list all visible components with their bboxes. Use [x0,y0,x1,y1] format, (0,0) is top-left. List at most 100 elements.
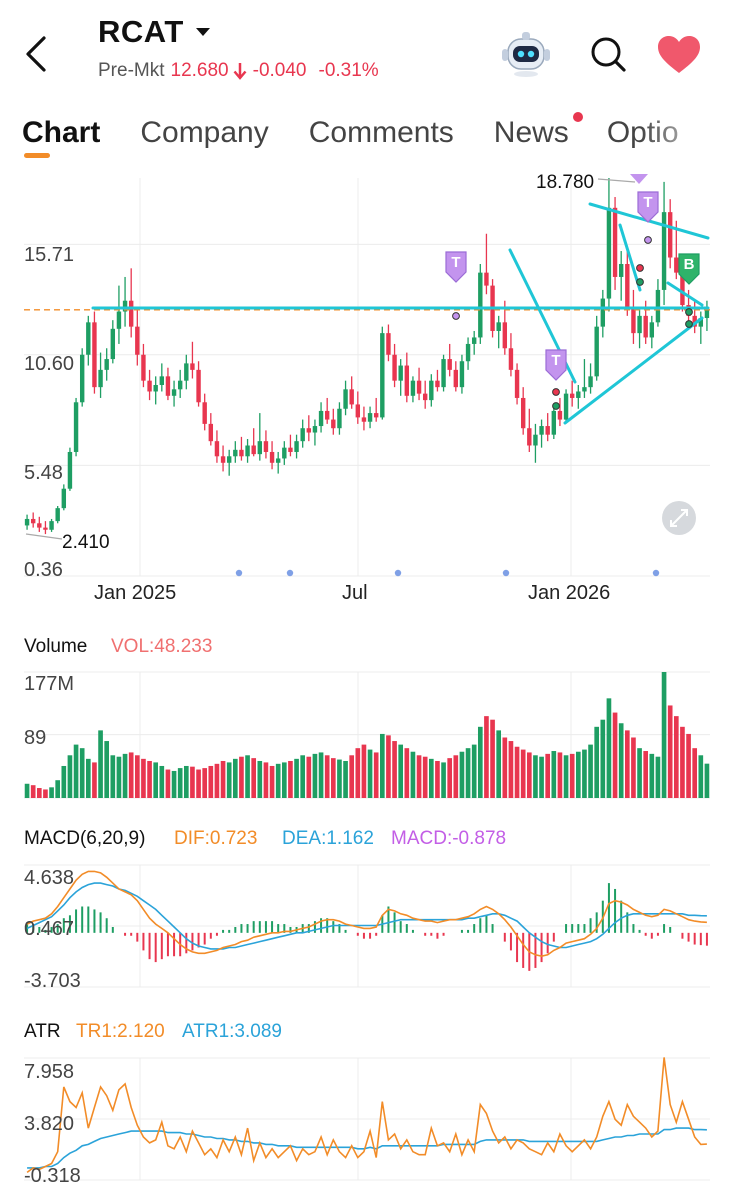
candle-body [67,451,73,489]
volume-bar [606,698,612,798]
tab-news[interactable]: News [494,112,583,150]
volume-value: VOL:48.233 [111,636,213,657]
trendline [666,281,704,307]
volume-bar [514,746,520,798]
event-dot [235,569,243,577]
volume-bar [61,765,67,798]
volume-bar [533,755,538,798]
candle-body [582,387,587,392]
volume-bar [122,753,128,798]
candle-body [269,451,275,463]
candle-body [667,212,673,258]
robot-assistant-button[interactable] [500,30,552,78]
expand-chart-button[interactable] [662,501,696,535]
price-chart[interactable]: T T T B [0,170,734,610]
price-value: 12.680 [170,60,229,81]
signal-dot [644,236,652,244]
candle-body [625,263,630,308]
candle-body [104,359,109,370]
volume-bar [183,765,189,798]
candle-body [453,369,459,388]
candle-body [165,376,171,396]
marker-pin [678,253,700,285]
candle-body [637,315,642,334]
tabs-fade [640,110,734,160]
candle-body [30,518,36,524]
candle-body [435,380,440,388]
volume-bar [49,787,54,798]
volume-y-tick: 177M [24,673,75,695]
price-down-arrow-icon [233,63,247,80]
price-change-pct: -0.31% [318,60,379,81]
volume-bar [343,760,348,798]
candle-body [661,212,667,290]
dropdown-caret-icon[interactable] [196,28,210,36]
volume-bar [435,760,440,798]
volume-bar [208,765,214,798]
signal-dot [685,320,693,328]
price-y-tick: 10.60 [24,353,75,375]
volume-bar [631,737,636,798]
atr-y-tick: 3.820 [24,1113,75,1135]
back-button[interactable] [22,34,52,74]
atr-atr1-line [27,1127,707,1169]
candle-body [202,402,207,424]
candle-body [398,365,403,381]
volume-bar [300,755,306,798]
candle-body [704,309,710,319]
candle-body [92,322,97,388]
low-leader-line [25,533,63,540]
high-price-label: 18.780 [536,172,595,193]
candle-body [655,289,661,323]
volume-bar [667,705,673,798]
candle-body [606,207,612,299]
session-label: Pre-Mkt [98,60,165,81]
candle-body [551,410,557,435]
volume-bar [416,755,422,798]
tab-company-label: Company [140,116,269,149]
candle-body [576,391,581,398]
candle-body [557,410,563,420]
event-dot [652,569,660,577]
candle-body [698,318,704,327]
marker-pin [545,349,567,381]
volume-bar [686,733,691,798]
volume-bar [612,712,618,798]
search-icon [591,37,626,72]
candle-body [24,518,30,526]
volume-bar [453,755,459,798]
signal-dot [636,264,644,272]
volume-bar [245,755,250,798]
x-tick-label: Jan 2025 [94,582,177,604]
volume-bar [324,755,330,798]
search-button[interactable] [588,34,628,74]
trade-marker: T [445,251,467,283]
tab-comments[interactable]: Comments [309,116,454,150]
atr-y-tick: -0.318 [24,1165,81,1187]
news-badge [572,112,583,122]
candle-body [159,376,165,385]
candle-body [275,458,281,463]
candle-body [251,445,256,455]
marker-letter: T [643,194,652,211]
candle-body [361,417,367,422]
volume-bar [239,756,244,798]
candle-body [324,410,330,420]
tab-chart[interactable]: Chart [22,116,100,158]
candle-body [410,380,416,396]
tab-company[interactable]: Company [140,116,268,150]
atr-title: ATR [24,1021,61,1042]
volume-bar [159,765,165,798]
trendline [618,223,642,292]
stock-symbol[interactable]: RCAT [98,14,184,49]
favorite-button[interactable] [656,34,702,76]
macd-dea: DEA:1.162 [282,828,374,849]
x-tick-label: Jul [342,582,368,604]
signal-dot [685,308,693,316]
volume-bar [490,719,495,798]
volume-bar [190,766,195,798]
candle-body [282,447,287,459]
macd-chart [24,864,710,988]
candle-body [563,393,569,420]
candle-body [147,380,152,392]
